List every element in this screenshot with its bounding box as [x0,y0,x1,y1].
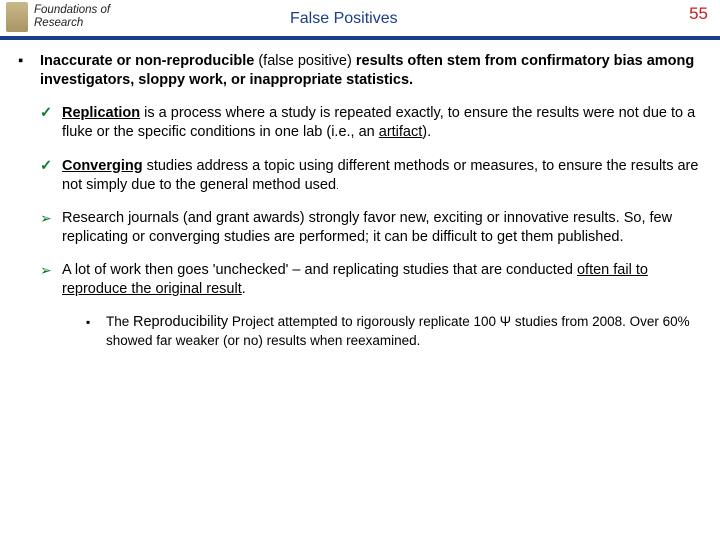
square-bullet-icon: ▪ [18,52,40,90]
slide-body: ▪ Inaccurate or non-reproducible (false … [18,52,702,360]
bullet-replication: ✓ Replication is a process where a study… [40,104,702,142]
bullet-main: ▪ Inaccurate or non-reproducible (false … [18,52,702,90]
arrow-icon: ➢ [40,209,62,247]
bullet-reproducibility-text: The Reproducibility Project attempted to… [106,313,702,350]
page-number: 55 [689,4,708,24]
bullet-converging-text: Converging studies address a topic using… [62,157,702,195]
header-crest-icon [6,2,28,32]
check-icon: ✓ [40,157,62,195]
slide-header: Foundations of Research False Positives … [0,0,720,36]
bullet-unchecked: ➢ A lot of work then goes 'unchecked' – … [40,261,702,299]
course-name: Foundations of Research [34,4,110,30]
header-rule [0,36,720,40]
bullet-journals-text: Research journals (and grant awards) str… [62,209,702,247]
bullet-converging: ✓ Converging studies address a topic usi… [40,157,702,195]
square-bullet-icon: ▪ [86,313,106,350]
bullet-reproducibility: ▪ The Reproducibility Project attempted … [86,313,702,350]
bullet-journals: ➢ Research journals (and grant awards) s… [40,209,702,247]
course-line-1: Foundations of [34,4,110,16]
check-icon: ✓ [40,104,62,142]
arrow-icon: ➢ [40,261,62,299]
slide-title: False Positives [290,10,398,28]
bullet-main-text: Inaccurate or non-reproducible (false po… [40,52,702,90]
course-line-2: Research [34,17,83,29]
bullet-replication-text: Replication is a process where a study i… [62,104,702,142]
bullet-unchecked-text: A lot of work then goes 'unchecked' – an… [62,261,702,299]
